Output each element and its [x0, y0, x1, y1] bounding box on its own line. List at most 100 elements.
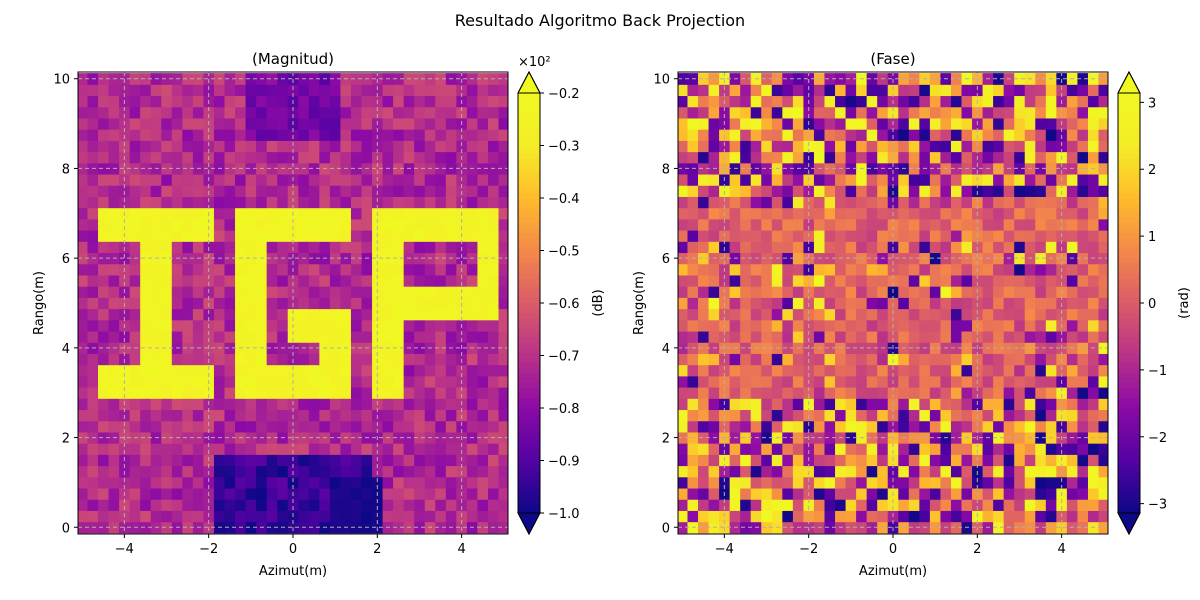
heatmap-cell	[740, 331, 752, 343]
colorbar-segment	[1118, 373, 1140, 379]
heatmap-cell	[87, 95, 99, 108]
heatmap-cell	[929, 353, 941, 366]
heatmap-cell	[803, 73, 815, 85]
heatmap-cell	[729, 117, 741, 130]
heatmap-cell	[792, 95, 804, 108]
heatmap-cell	[361, 488, 373, 500]
heatmap-cell	[908, 342, 920, 354]
heatmap-cell	[750, 465, 762, 478]
heatmap-cell	[182, 308, 194, 321]
heatmap-cell	[498, 375, 509, 388]
colorbar-segment	[518, 473, 540, 479]
heatmap-cell	[856, 454, 868, 467]
heatmap-cell	[1035, 488, 1047, 500]
heatmap-cell	[845, 342, 857, 354]
heatmap-cell	[182, 185, 194, 197]
heatmap-cell	[319, 174, 331, 186]
heatmap-cell	[919, 207, 931, 220]
heatmap-cell	[698, 375, 710, 388]
heatmap-cell	[740, 398, 752, 411]
heatmap-cell	[298, 353, 310, 366]
heatmap-cell	[403, 476, 415, 489]
heatmap-cell	[708, 117, 720, 130]
heatmap-cell	[1066, 364, 1078, 377]
heatmap-cell	[361, 140, 373, 153]
colorbar-segment	[518, 308, 540, 314]
heatmap-cell	[982, 263, 994, 276]
heatmap-cell	[78, 375, 88, 388]
heatmap-cell	[150, 274, 162, 287]
heatmap-cell	[929, 342, 941, 354]
heatmap-cell	[171, 331, 183, 343]
heatmap-cell	[877, 420, 889, 433]
heatmap-cell	[445, 364, 457, 377]
heatmap-cell	[678, 409, 688, 422]
heatmap-cell	[1035, 499, 1047, 511]
heatmap-cell	[813, 241, 825, 254]
heatmap-cell	[245, 443, 257, 455]
heatmap-cell	[108, 387, 120, 399]
heatmap-cell	[761, 218, 773, 231]
heatmap-cell	[824, 488, 836, 500]
heatmap-cell	[866, 106, 878, 119]
heatmap-cell	[678, 319, 688, 332]
heatmap-cell	[856, 129, 868, 141]
heatmap-cell	[87, 465, 99, 478]
heatmap-cell	[771, 499, 783, 511]
heatmap-cell	[698, 353, 710, 366]
heatmap-cell	[698, 465, 710, 478]
heatmap-cell	[308, 521, 320, 534]
heatmap-cell	[87, 274, 99, 287]
heatmap-cell	[182, 510, 194, 523]
heatmap-cell	[771, 420, 783, 433]
heatmap-cell	[350, 106, 363, 119]
heatmap-cell	[161, 230, 173, 242]
colorbar-segment	[518, 268, 540, 274]
heatmap-cell	[761, 84, 773, 97]
heatmap-cell	[140, 84, 152, 97]
heatmap-cell	[372, 476, 384, 489]
colorbar-segment	[1118, 233, 1140, 239]
heatmap-cell	[129, 241, 141, 254]
heatmap-cell	[435, 364, 447, 377]
heatmap-cell	[319, 117, 331, 130]
heatmap-cell	[961, 95, 973, 108]
heatmap-cell	[824, 252, 836, 265]
heatmap-cell	[750, 274, 762, 287]
colorbar-segment	[1118, 443, 1140, 449]
heatmap-cell	[972, 252, 984, 265]
heatmap-cell	[1045, 95, 1057, 108]
heatmap-cell	[993, 274, 1005, 287]
heatmap-cell	[78, 331, 88, 343]
heatmap-cell	[866, 274, 878, 287]
heatmap-cell	[919, 387, 931, 399]
heatmap-cell	[678, 196, 688, 209]
heatmap-cell	[740, 420, 752, 433]
heatmap-cell	[708, 230, 720, 242]
heatmap-cell	[78, 488, 88, 500]
heatmap-cell	[982, 117, 994, 130]
heatmap-cell	[329, 499, 341, 511]
heatmap-cell	[1014, 387, 1026, 399]
heatmap-cell	[308, 140, 320, 153]
heatmap-cell	[1077, 241, 1089, 254]
heatmap-cell	[161, 218, 173, 231]
x-tick-label: 2	[973, 542, 981, 557]
colorbar-segment	[1118, 183, 1140, 189]
heatmap-cell	[940, 353, 952, 366]
colorbar-segment	[518, 438, 540, 444]
heatmap-cell	[477, 252, 489, 265]
heatmap-cell	[487, 387, 500, 399]
heatmap-cell	[192, 185, 204, 197]
heatmap-cell	[750, 331, 762, 343]
heatmap-cell	[908, 454, 920, 467]
x-tick-label: 4	[457, 542, 465, 557]
heatmap-cell	[1014, 375, 1026, 388]
heatmap-cell	[708, 488, 720, 500]
heatmap-cell	[761, 106, 773, 119]
heatmap-cell	[1003, 174, 1015, 186]
heatmap-cell	[129, 185, 141, 197]
heatmap-cell	[698, 420, 710, 433]
colorbar-segment	[518, 208, 540, 214]
heatmap-cell	[256, 443, 268, 455]
